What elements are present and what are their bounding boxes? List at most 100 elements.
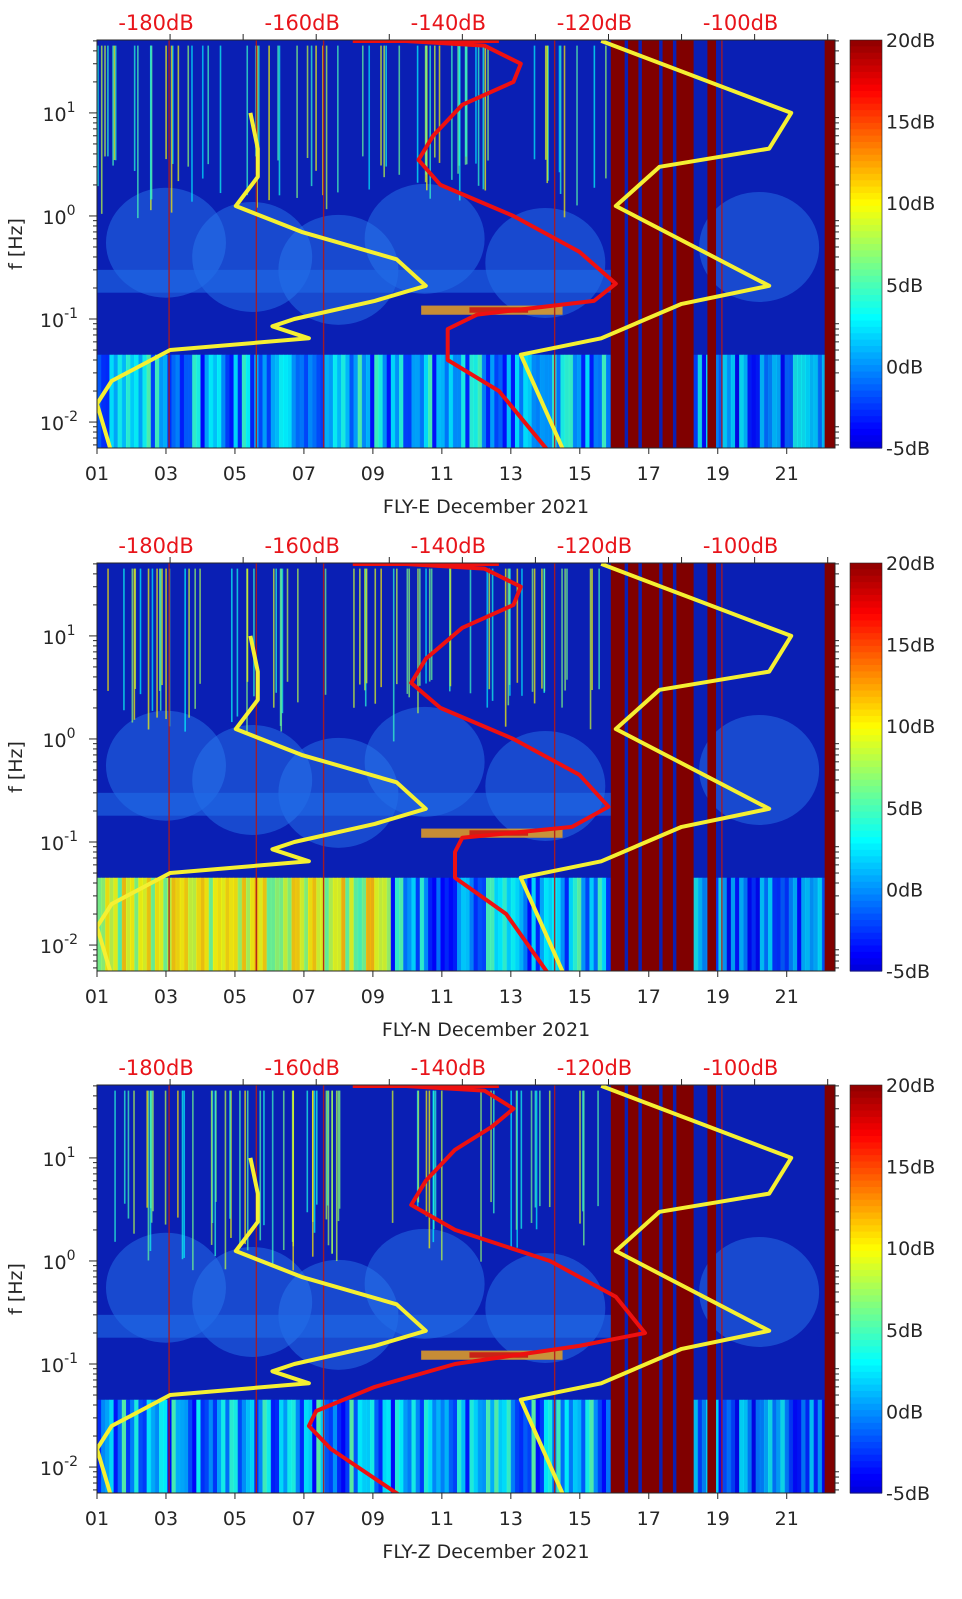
top-db-label: -180dB	[118, 534, 193, 558]
spectrogram-column	[457, 1399, 462, 1493]
spectrogram-column	[320, 877, 326, 971]
spectrogram-column	[747, 1399, 753, 1493]
colorbar-segment	[850, 71, 882, 79]
spectrogram-streak	[566, 568, 568, 680]
spectrogram-column	[432, 877, 437, 971]
spectrogram-column	[171, 877, 177, 971]
spectrogram-column	[444, 877, 450, 971]
colorbar-segment	[850, 1314, 882, 1322]
colorbar-segment	[850, 645, 882, 653]
saturated-column	[628, 40, 639, 448]
spectrogram-column	[444, 354, 450, 448]
colorbar-segment	[850, 1410, 882, 1418]
spectrogram-column	[299, 877, 305, 971]
spectrogram-line	[168, 1085, 170, 1493]
colorbar-segment	[850, 1359, 882, 1367]
colorbar-segment	[850, 594, 882, 602]
spectrogram-streak	[579, 1090, 581, 1224]
spectrogram-column	[722, 354, 728, 448]
spectrogram-column	[208, 354, 214, 448]
spectrogram-column	[142, 877, 148, 971]
spectrogram-streak	[201, 45, 204, 179]
spectrogram-streak	[97, 45, 99, 187]
colorbar-segment	[850, 1352, 882, 1360]
spectrogram-column	[229, 354, 235, 448]
spectrogram-column	[175, 1399, 181, 1493]
spectrogram-column	[572, 877, 578, 971]
colorbar-segment	[850, 779, 882, 787]
colorbar-segment	[850, 1282, 882, 1290]
spectrogram-column	[543, 1399, 549, 1493]
colorbar-segment	[850, 582, 882, 590]
spectrogram-streak	[296, 45, 298, 198]
colorbar-segment	[850, 346, 882, 353]
spectrogram-column	[821, 354, 827, 448]
spectrogram-column	[734, 877, 740, 971]
colorbar-segment	[850, 358, 882, 366]
colorbar-tick-label: 10dB	[886, 193, 935, 215]
colorbar-segment	[850, 913, 882, 921]
spectrogram-column	[386, 354, 392, 448]
spectrogram-column	[233, 354, 239, 448]
spectrogram-column	[200, 1399, 206, 1493]
spectrogram-column	[109, 1399, 115, 1493]
spectrogram-column	[821, 877, 827, 971]
spectrogram-column	[415, 1399, 421, 1493]
spectrogram-column	[510, 1399, 516, 1493]
spectrogram-column	[452, 354, 458, 448]
spectrogram-column	[722, 877, 728, 971]
colorbar-segment	[850, 869, 882, 876]
saturated-column	[628, 1085, 639, 1493]
colorbar-segment	[850, 607, 882, 615]
spectrogram-streak	[535, 1090, 538, 1230]
spectrogram-column	[469, 1399, 475, 1493]
spectrogram-streak	[391, 1090, 394, 1223]
spectrogram-column	[734, 354, 740, 448]
colorbar-segment	[850, 224, 882, 232]
colorbar-tick-label: -5dB	[886, 961, 930, 983]
spectrogram-column	[324, 354, 330, 448]
spectrogram-column	[423, 354, 429, 448]
spectrogram-streak	[490, 1090, 492, 1203]
spectrogram-column	[279, 354, 284, 448]
colorbar-segment	[850, 1110, 882, 1118]
spectrogram-column	[196, 354, 201, 448]
spectrogram-column	[743, 877, 748, 971]
spectrogram-column	[386, 1399, 392, 1493]
spectrogram-streak	[484, 45, 487, 191]
spectrogram-column	[755, 1399, 761, 1493]
spectrogram-column	[440, 877, 446, 971]
colorbar-segment	[850, 703, 882, 711]
colorbar-segment	[850, 237, 882, 245]
spectrogram-column	[768, 877, 773, 971]
spectrogram-column	[208, 1399, 214, 1493]
spectrogram-column	[212, 1399, 218, 1493]
spectrogram-column	[585, 354, 590, 448]
spectrogram-streak	[337, 1090, 340, 1222]
top-db-label: -100dB	[703, 534, 778, 558]
spectrogram-column	[730, 877, 736, 971]
spectrogram-column	[130, 877, 135, 971]
spectrogram-streak	[591, 568, 593, 691]
spectrogram-streak	[589, 568, 592, 730]
spectrogram-streak	[335, 1090, 338, 1262]
spectrogram-streak	[374, 568, 377, 704]
spectrogram-column	[606, 877, 611, 971]
colorbar-segment	[850, 116, 882, 124]
spectrogram-column	[196, 1399, 201, 1493]
colorbar-segment	[850, 1257, 882, 1265]
spectrogram-column	[572, 1399, 578, 1493]
spectrogram-column	[361, 877, 367, 971]
spectrogram-column	[465, 354, 470, 448]
spectrogram-streak	[558, 45, 561, 173]
y-tick-label: 100	[42, 726, 75, 752]
spectrogram-column	[543, 877, 549, 971]
spectrogram-column	[357, 877, 363, 971]
spectrogram-column	[258, 354, 264, 448]
colorbar-tick-label: 0dB	[886, 356, 923, 378]
spectrogram-column	[821, 1399, 827, 1493]
colorbar-tick-label: 5dB	[886, 1320, 923, 1342]
spectrogram-column	[444, 1399, 450, 1493]
spectrogram-column	[105, 877, 110, 971]
spectrogram-streak	[534, 1090, 537, 1208]
